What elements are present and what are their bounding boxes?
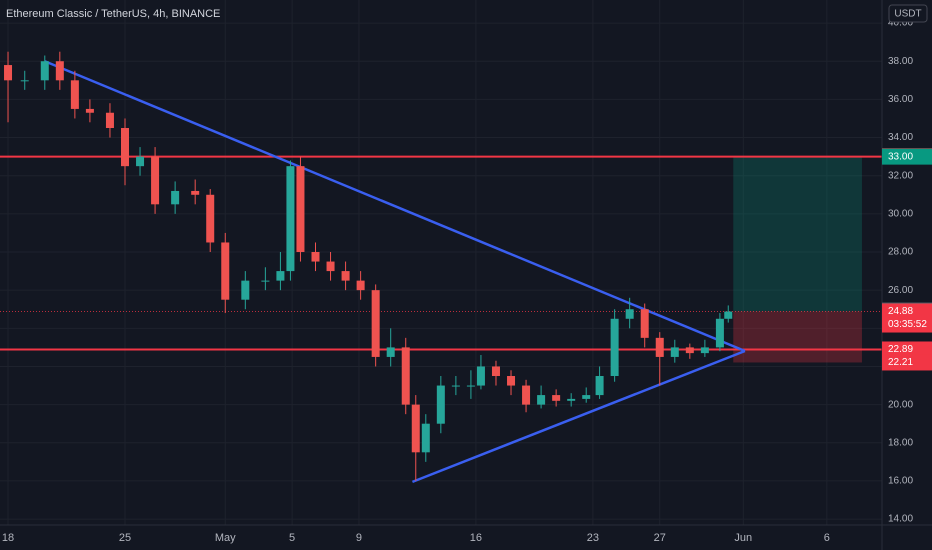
candle-body <box>326 261 335 272</box>
candle-body <box>191 190 200 195</box>
candle-body <box>206 194 215 243</box>
candle-body <box>371 290 380 357</box>
candle-body <box>120 128 129 167</box>
currency-label[interactable]: USDT <box>894 9 921 20</box>
candle-body <box>296 166 305 253</box>
x-tick-label: 6 <box>824 532 830 544</box>
price-tag <box>882 341 932 358</box>
y-tick-label: 34.00 <box>888 132 913 143</box>
candle-body <box>401 347 410 405</box>
candle-body <box>685 347 694 354</box>
y-tick-label: 32.00 <box>888 170 913 181</box>
candle-body <box>582 395 591 399</box>
candle-body <box>670 347 679 357</box>
candle-body <box>522 385 531 405</box>
candle-body <box>386 347 395 357</box>
axes: 14.0016.0018.0020.0022.0024.0026.0028.00… <box>2 18 932 544</box>
x-tick-label: May <box>215 532 236 544</box>
x-tick-label: 5 <box>289 532 295 544</box>
candle-body <box>20 80 29 82</box>
candle-body <box>241 280 250 300</box>
candle-body <box>151 156 160 205</box>
y-tick-label: 38.00 <box>888 56 913 67</box>
candle-body <box>700 347 709 354</box>
drawings <box>0 60 882 484</box>
candle-body <box>276 271 285 281</box>
candle-body <box>640 309 649 338</box>
price-tag-countdown: 03:35:52 <box>888 319 927 330</box>
candle-body <box>286 166 295 272</box>
candle-body <box>715 318 724 348</box>
chart-title: Ethereum Classic / TetherUS, 4h, BINANCE <box>6 8 220 20</box>
y-tick-label: 26.00 <box>888 285 913 296</box>
candle-body <box>625 309 634 319</box>
candle-body <box>341 271 350 281</box>
candle-body <box>40 61 49 81</box>
grid <box>0 0 882 525</box>
candle-body <box>55 61 64 81</box>
price-tag <box>882 303 932 333</box>
y-tick-label: 16.00 <box>888 476 913 487</box>
candle-body <box>476 366 485 386</box>
candles <box>4 51 733 481</box>
candle-body <box>70 80 79 109</box>
candle-body <box>507 376 516 386</box>
x-tick-label: 16 <box>470 532 482 544</box>
candle-body <box>4 65 13 81</box>
candle-body <box>552 395 561 401</box>
candle-body <box>221 242 230 300</box>
trend-line <box>411 349 746 484</box>
candle-body <box>655 337 664 357</box>
x-tick-label: 9 <box>356 532 362 544</box>
candle-body <box>724 311 733 319</box>
candle-body <box>311 252 320 262</box>
candle-body <box>411 404 420 453</box>
price-tag-label: 24.88 <box>888 306 913 317</box>
price-tag <box>882 354 932 371</box>
candle-body <box>451 385 460 387</box>
y-tick-label: 20.00 <box>888 399 913 410</box>
candle-body <box>610 318 619 377</box>
candle-body <box>105 112 114 129</box>
y-tick-label: 14.00 <box>888 514 913 525</box>
x-tick-label: 23 <box>587 532 599 544</box>
price-tag-label: 22.21 <box>888 357 913 368</box>
candle-body <box>567 398 576 401</box>
x-tick-label: 27 <box>654 532 666 544</box>
candle-body <box>261 280 270 282</box>
position-profit <box>733 156 862 312</box>
y-tick-label: 36.00 <box>888 94 913 105</box>
candle-body <box>466 385 475 387</box>
currency-button[interactable] <box>888 4 928 23</box>
y-tick-label: 18.00 <box>888 437 913 448</box>
candle-body <box>136 156 145 167</box>
candle-body <box>537 395 546 405</box>
candle-body <box>595 376 604 396</box>
trend-line <box>44 60 746 353</box>
candle-body <box>85 108 94 113</box>
position-loss <box>733 311 862 363</box>
candle-body <box>491 366 500 377</box>
y-tick-label: 40.00 <box>888 18 913 29</box>
price-tag <box>882 148 932 165</box>
price-tag-label: 33.00 <box>888 151 913 162</box>
candle-body <box>436 385 445 424</box>
candle-body <box>421 423 430 453</box>
x-tick-label: Jun <box>734 532 752 544</box>
y-tick-label: 30.00 <box>888 208 913 219</box>
candle-body <box>171 190 180 205</box>
x-tick-label: 25 <box>119 532 131 544</box>
y-tick-label: 28.00 <box>888 247 913 258</box>
price-tag-label: 22.89 <box>888 344 913 355</box>
x-tick-label: 18 <box>2 532 14 544</box>
candle-body <box>356 280 365 291</box>
